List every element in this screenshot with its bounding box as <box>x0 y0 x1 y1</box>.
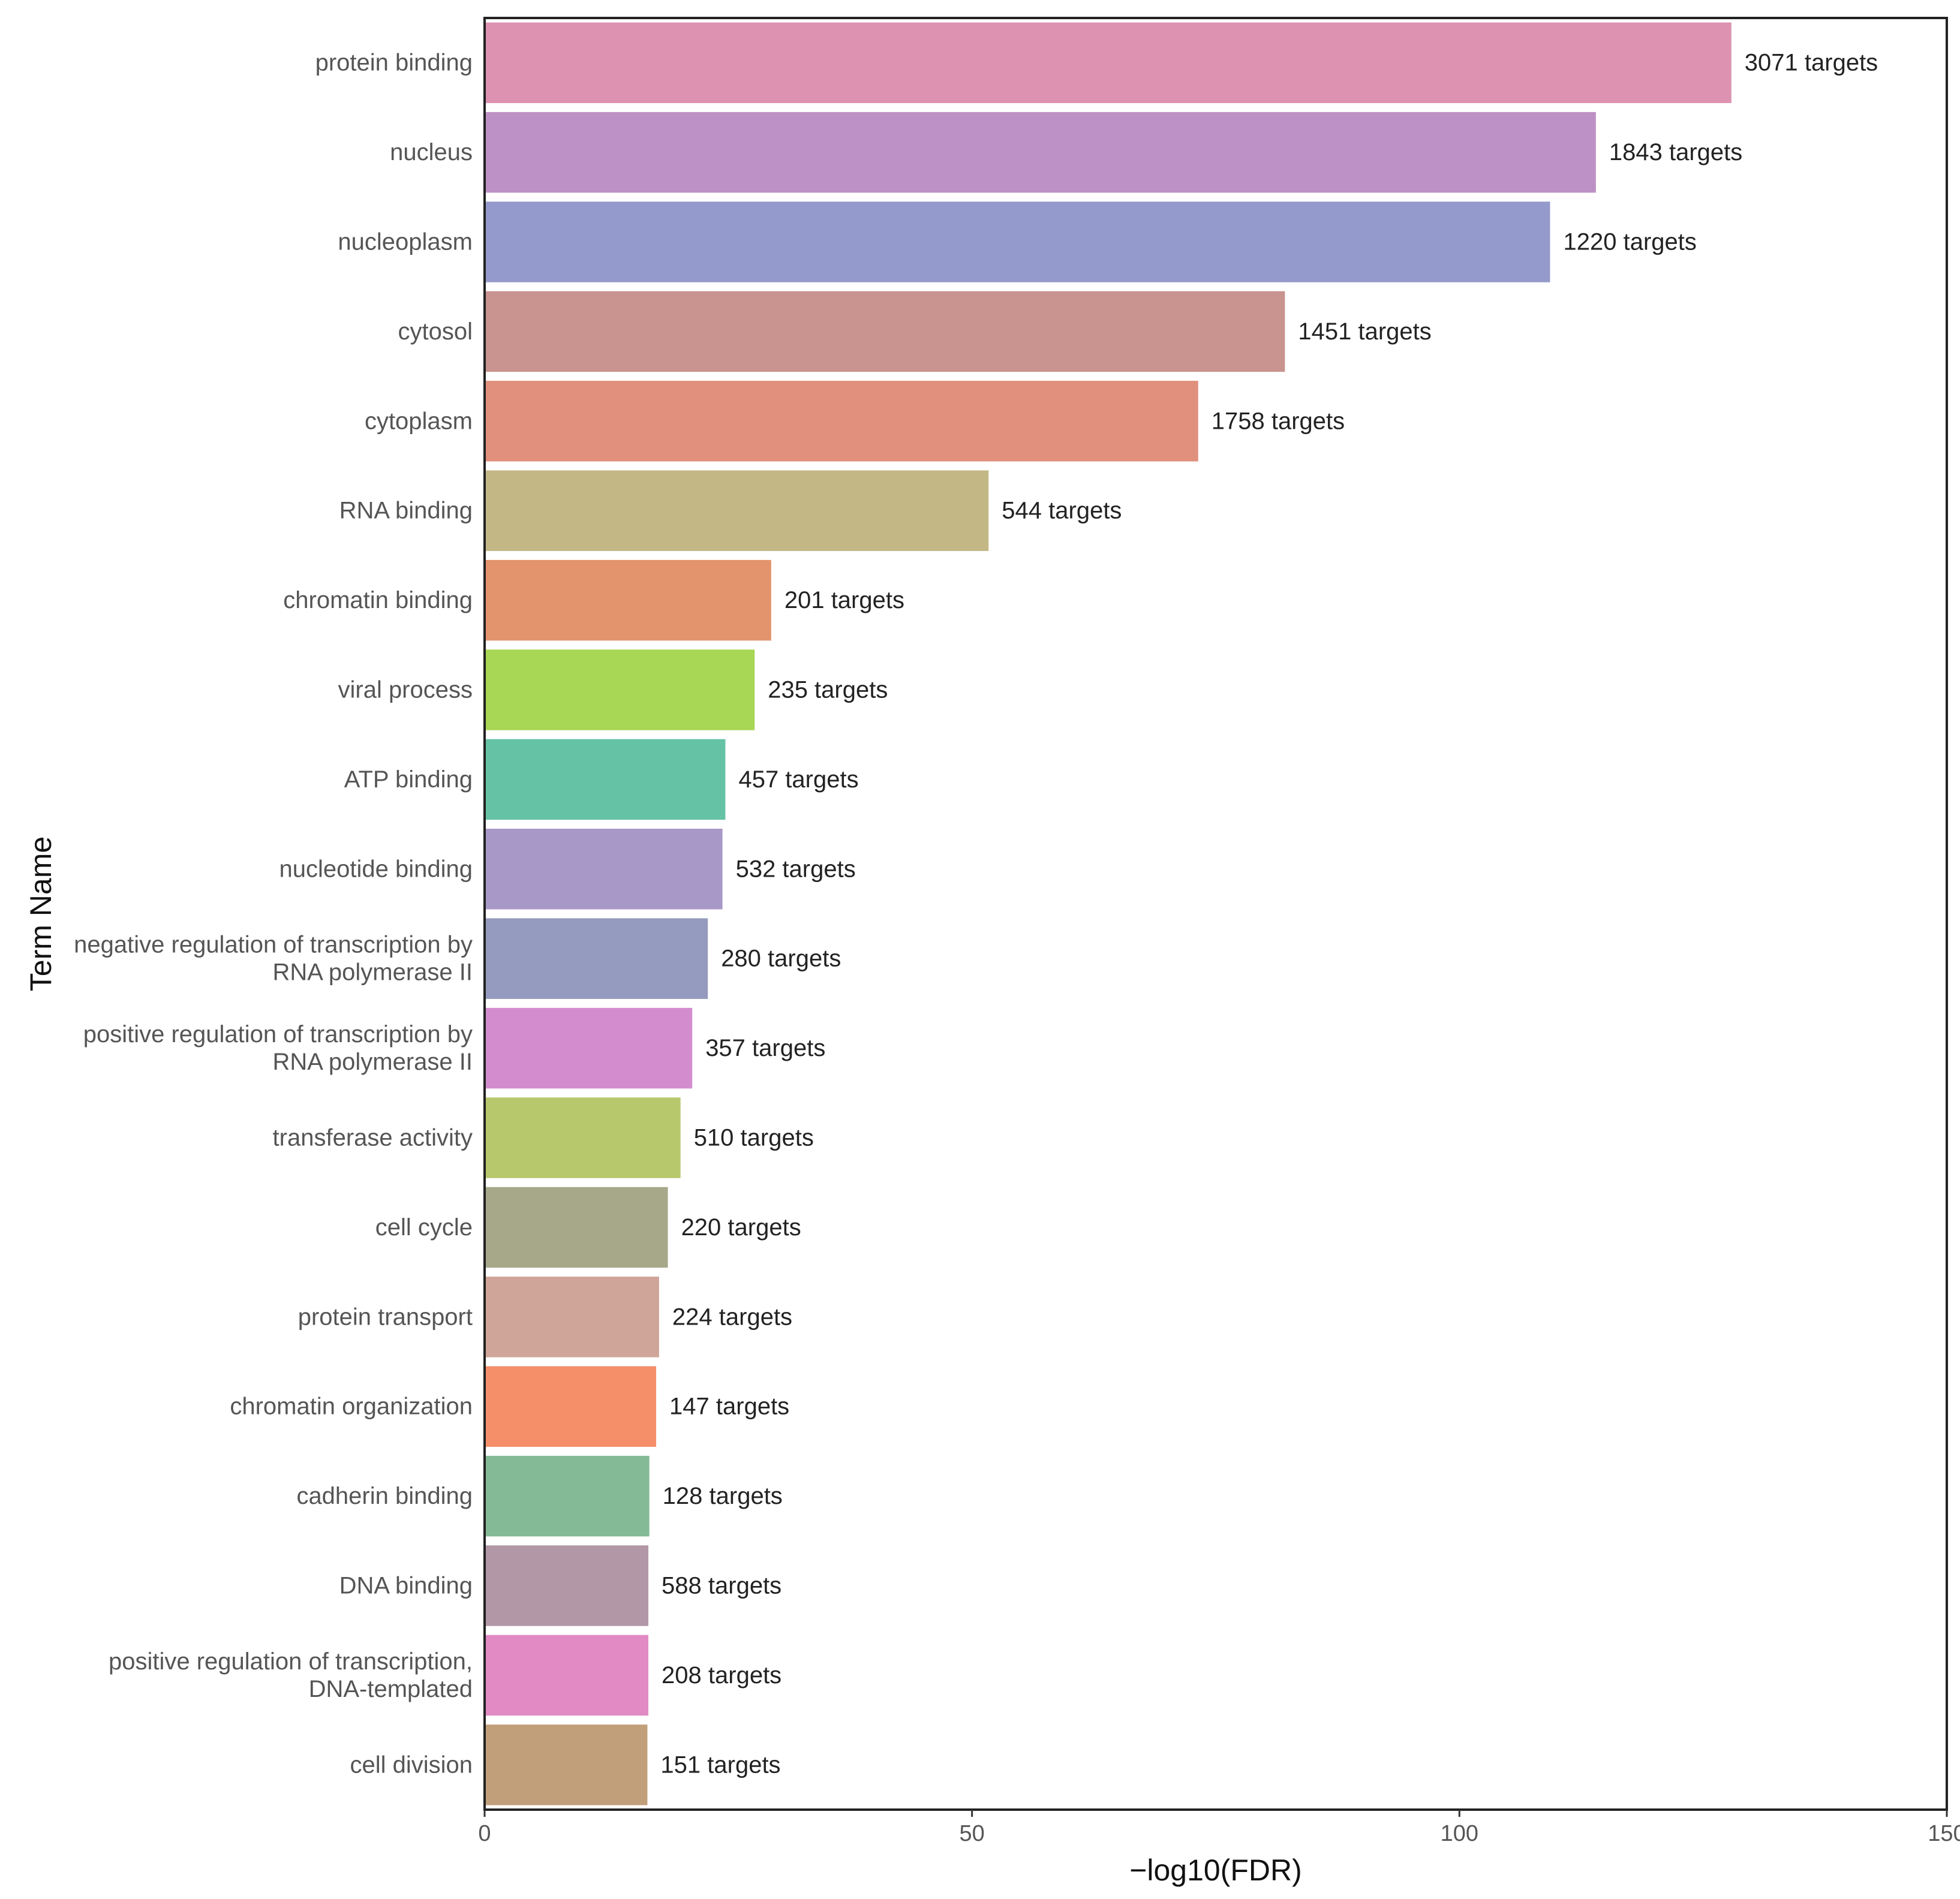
y-axis-title: Term Name <box>24 836 58 991</box>
bar-value-label: 457 targets <box>738 766 858 793</box>
bar-value-label: 1843 targets <box>1609 139 1742 165</box>
category-label: protein binding <box>315 50 473 76</box>
category-label: nucleus <box>390 139 473 165</box>
bar <box>485 918 708 999</box>
bar-value-label: 208 targets <box>662 1662 781 1689</box>
category-label: positive regulation of transcription by R… <box>83 1021 473 1075</box>
bar <box>485 559 771 641</box>
bar <box>485 1725 648 1805</box>
data-labels: 3071 targets 1843 targets 1220 targets 1451… <box>660 50 1878 1778</box>
bar-value-label: 235 targets <box>768 677 888 703</box>
x-tick-label: 0 <box>478 1821 491 1846</box>
category-label: viral process <box>338 677 473 703</box>
bar <box>485 1097 681 1178</box>
bar-value-label: 280 targets <box>721 946 841 972</box>
category-label: positive regulation of transcription, DNA… <box>109 1648 473 1702</box>
bar-value-label: 1220 targets <box>1563 229 1696 255</box>
bar <box>485 829 723 910</box>
bar <box>485 291 1285 372</box>
category-label: protein transport <box>298 1304 473 1330</box>
bar-value-label: 510 targets <box>694 1125 814 1151</box>
x-axis-ticks: 0 50 100 150 <box>478 1810 1960 1846</box>
bar <box>485 1007 693 1089</box>
x-axis-title: −log10(FDR) <box>1129 1853 1302 1887</box>
category-label: chromatin organization <box>230 1394 473 1420</box>
bar <box>485 649 755 730</box>
bar-value-label: 220 targets <box>681 1214 801 1241</box>
category-label: cytoplasm <box>365 408 473 434</box>
bar-value-label: 201 targets <box>784 587 904 613</box>
bar <box>485 1277 659 1358</box>
x-tick-label: 50 <box>960 1821 985 1846</box>
bar-value-label: 1758 targets <box>1212 408 1345 434</box>
category-label: negative regulation of transcription by R… <box>74 932 473 986</box>
bar <box>485 1545 649 1626</box>
category-label: cell cycle <box>375 1214 473 1241</box>
bar-value-label: 128 targets <box>663 1483 783 1509</box>
category-label: cadherin binding <box>296 1483 473 1509</box>
bar-value-label: 532 targets <box>736 856 856 882</box>
bar <box>485 1635 649 1716</box>
bars-layer <box>485 22 1731 1805</box>
bar <box>485 22 1731 103</box>
bar-value-label: 588 targets <box>662 1573 781 1599</box>
category-label: RNA binding <box>339 498 473 524</box>
bar-value-label: 3071 targets <box>1745 50 1878 76</box>
category-label: nucleotide binding <box>279 856 473 882</box>
bar <box>485 381 1198 462</box>
bar <box>485 739 726 820</box>
category-label: chromatin binding <box>283 587 473 613</box>
category-label: transferase activity <box>273 1125 473 1151</box>
bar <box>485 1366 657 1447</box>
bar <box>485 201 1550 282</box>
category-label: cytosol <box>398 318 473 345</box>
category-labels: protein binding nucleus nucleoplasm cytosol… <box>74 50 473 1778</box>
category-label: DNA binding <box>339 1573 473 1599</box>
bar-value-label: 357 targets <box>705 1035 825 1061</box>
bar <box>485 1455 650 1537</box>
bar-value-label: 544 targets <box>1002 498 1122 524</box>
plot-frame <box>483 17 1948 1811</box>
bar-value-label: 151 targets <box>660 1751 780 1778</box>
bar-value-label: 224 targets <box>672 1304 792 1330</box>
bar <box>485 112 1596 193</box>
bar-value-label: 1451 targets <box>1298 318 1431 345</box>
category-label: ATP binding <box>344 766 473 793</box>
bar-value-label: 147 targets <box>669 1394 789 1420</box>
category-label: cell division <box>350 1751 473 1778</box>
x-tick-label: 150 <box>1928 1821 1960 1846</box>
x-tick-label: 100 <box>1441 1821 1478 1846</box>
bar <box>485 1187 668 1268</box>
category-label: nucleoplasm <box>338 229 473 255</box>
bar <box>485 470 989 551</box>
